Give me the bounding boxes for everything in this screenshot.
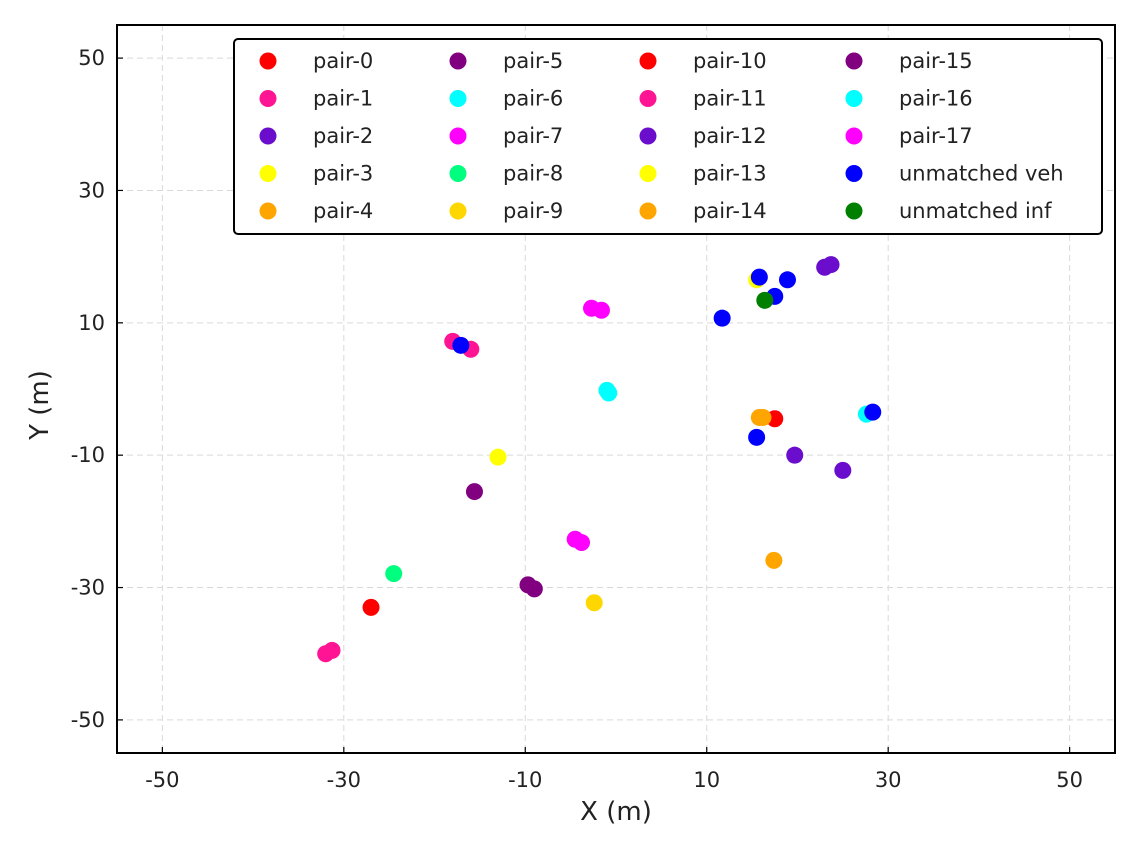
legend: pair-0 pair-1 pair-2 pair-3 pair-4 pair-5 pair… (233, 38, 1103, 235)
point-pair-0 (362, 598, 380, 616)
data-points (317, 256, 882, 663)
point-unmatched-veh (713, 309, 731, 327)
point-pair-14 (750, 408, 768, 426)
legend-marker-pair-1 (259, 90, 277, 107)
point-pair-7 (573, 534, 591, 552)
legend-label-pair-9: pair-9 (503, 199, 563, 223)
axis-ticks: -50 -30 -10 10 30 50 -50 -30 -10 10 30 50 (71, 46, 1083, 792)
legend-marker-pair-15 (845, 52, 863, 70)
point-unmatched-veh (778, 271, 796, 289)
legend-marker-pair-11 (639, 90, 657, 107)
x-tick-label: -50 (145, 768, 179, 792)
legend-label-pair-8: pair-8 (503, 162, 563, 186)
legend-label-pair-3: pair-3 (313, 162, 373, 186)
legend-marker-pair-2 (259, 127, 277, 145)
y-tick-label: -10 (71, 443, 105, 467)
y-tick-label: 10 (78, 311, 105, 335)
legend-label-pair-1: pair-1 (313, 87, 373, 111)
point-unmatched-inf (756, 291, 774, 309)
legend-marker-pair-17 (845, 127, 863, 145)
legend-label-pair-7: pair-7 (503, 124, 563, 148)
legend-marker-pair-8 (449, 165, 467, 182)
y-axis-label: Y (m) (25, 370, 55, 441)
legend-label-pair-13: pair-13 (693, 162, 767, 186)
y-tick-label: -30 (71, 576, 105, 600)
plot-frame (116, 24, 1116, 754)
legend-label-pair-10: pair-10 (693, 49, 767, 73)
legend-marker-pair-10 (639, 52, 657, 70)
point-pair-1 (323, 641, 341, 659)
point-pair-7 (592, 301, 610, 319)
point-pair-2 (822, 256, 840, 274)
legend-marker-pair-4 (259, 202, 277, 220)
x-axis-label: X (m) (580, 797, 652, 827)
legend-box (233, 38, 1103, 235)
point-pair-2 (786, 446, 804, 464)
legend-marker-pair-5 (449, 52, 467, 70)
legend-label-pair-12: pair-12 (693, 124, 767, 148)
x-tick-label: 10 (693, 768, 720, 792)
legend-label-pair-14: pair-14 (693, 199, 767, 223)
legend-label-pair-11: pair-11 (693, 87, 767, 111)
legend-marker-pair-9 (449, 202, 467, 220)
point-pair-5 (525, 580, 543, 598)
legend-marker-unmatched-veh (845, 165, 863, 182)
point-pair-4 (765, 551, 783, 569)
legend-marker-pair-13 (639, 165, 657, 182)
y-tick-label: 50 (78, 46, 105, 70)
legend-marker-pair-14 (639, 202, 657, 220)
legend-label-pair-17: pair-17 (899, 124, 973, 148)
x-tick-label: 50 (1056, 768, 1083, 792)
legend-label-unmatched-inf: unmatched inf (899, 199, 1052, 223)
point-unmatched-veh (452, 336, 470, 354)
x-tick-label: -10 (508, 768, 542, 792)
point-pair-2 (834, 461, 852, 479)
legend-marker-pair-6 (449, 90, 467, 107)
point-unmatched-veh (748, 428, 766, 446)
point-pair-6 (600, 384, 618, 402)
legend-label-pair-15: pair-15 (899, 49, 973, 73)
legend-marker-pair-16 (845, 90, 863, 107)
legend-label-pair-5: pair-5 (503, 49, 563, 73)
legend-label-pair-2: pair-2 (313, 124, 373, 148)
point-pair-3 (489, 448, 507, 466)
legend-marker-pair-7 (449, 127, 467, 145)
x-tick-label: 30 (875, 768, 902, 792)
legend-marker-unmatched-inf (845, 202, 863, 220)
y-tick-label: 30 (78, 178, 105, 202)
legend-marker-pair-0 (259, 52, 277, 70)
point-pair-5 (465, 483, 483, 501)
point-pair-8 (385, 565, 403, 583)
legend-label-unmatched-veh: unmatched veh (899, 162, 1064, 186)
point-unmatched-veh (750, 268, 768, 286)
point-pair-9 (585, 594, 603, 612)
point-unmatched-veh (864, 403, 882, 421)
legend-label-pair-4: pair-4 (313, 199, 373, 223)
x-tick-label: -30 (327, 768, 361, 792)
legend-marker-pair-3 (259, 165, 277, 182)
y-tick-label: -50 (71, 708, 105, 732)
legend-label-pair-0: pair-0 (313, 49, 373, 73)
legend-label-pair-6: pair-6 (503, 87, 563, 111)
legend-label-pair-16: pair-16 (899, 87, 973, 111)
legend-marker-pair-12 (639, 127, 657, 145)
